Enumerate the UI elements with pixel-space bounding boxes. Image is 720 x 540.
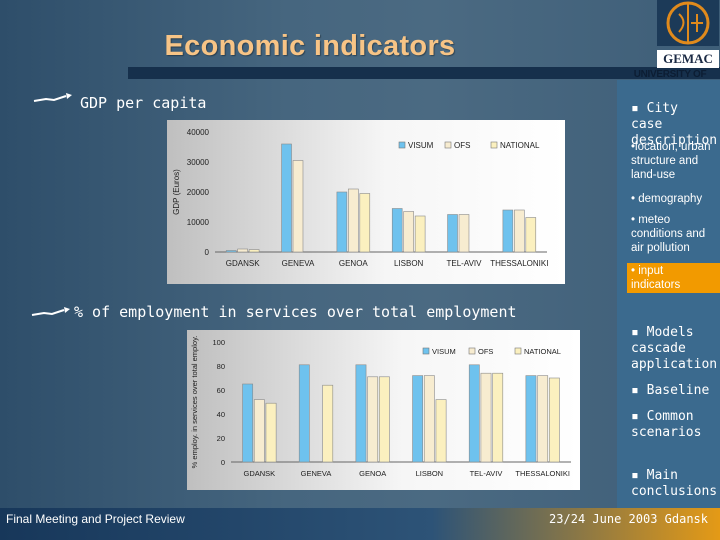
- sidebar-main-conclusions: ▪ Main conclusions: [631, 468, 718, 499]
- section-arrow-icon: [31, 307, 70, 316]
- logo-emblem-icon: [666, 1, 710, 45]
- bar-visum: [468, 364, 480, 463]
- y-tick-label: 60: [217, 386, 225, 395]
- bar-national: [414, 215, 426, 253]
- x-tick-label: TEL-AVIV: [447, 259, 483, 268]
- bar-visum: [412, 375, 424, 463]
- x-tick-label: TEL-AVIV: [470, 469, 503, 478]
- footer-bar: [0, 508, 720, 540]
- y-tick-label: 20000: [187, 188, 210, 197]
- university-logo: [657, 0, 719, 46]
- bar-ofs: [423, 375, 435, 463]
- y-tick-label: 80: [217, 362, 225, 371]
- x-tick-label: GDANSK: [243, 469, 275, 478]
- bar-visum: [298, 364, 310, 463]
- slide-title: Economic indicators: [164, 30, 456, 62]
- legend-swatch: [444, 141, 452, 149]
- bar-visum: [225, 250, 237, 253]
- bar-ofs: [367, 376, 379, 463]
- sidebar-city-case: ▪ City case description: [631, 101, 718, 148]
- sidebar-baseline: ▪ Baseline: [631, 383, 710, 398]
- footer-right-text: 23/24 June 2003 Gdansk: [549, 512, 708, 526]
- bar-ofs: [237, 248, 248, 253]
- bar-visum: [336, 191, 348, 253]
- sidebar-models: ▪ Models cascade application:: [631, 325, 720, 372]
- y-tick-label: 40000: [187, 128, 210, 137]
- bar-ofs: [292, 160, 304, 253]
- bar-national: [248, 249, 260, 253]
- legend-swatch: [422, 347, 430, 355]
- bar-ofs: [348, 188, 359, 253]
- y-tick-label: 0: [221, 458, 225, 467]
- bar-national: [525, 217, 537, 253]
- bar-national: [359, 193, 371, 253]
- bar-visum: [525, 375, 537, 463]
- section-label-gdp: GDP per capita: [80, 94, 207, 112]
- legend-label: OFS: [454, 141, 470, 150]
- bar-national: [492, 372, 504, 463]
- legend-swatch: [490, 141, 498, 149]
- y-tick-label: 30000: [187, 158, 210, 167]
- bar-visum: [391, 208, 403, 253]
- y-tick-label: 20: [217, 434, 225, 443]
- sidebar-highlight: [627, 263, 720, 293]
- x-tick-label: GENEVA: [282, 259, 315, 268]
- bar-ofs: [514, 209, 525, 253]
- legend-label: VISUM: [432, 347, 456, 356]
- sidebar-subitem: •location, urban structure and land-use: [631, 141, 711, 181]
- x-tick-label: LISBON: [416, 469, 444, 478]
- x-tick-label: GENOA: [359, 469, 386, 478]
- bar-national: [548, 377, 560, 463]
- bar-national: [265, 402, 277, 463]
- employment-chart: 0 20 40 60 80 100 % employ. in services over t…: [187, 330, 580, 490]
- sidebar-subitem-highlighted: • input indicators: [631, 265, 681, 291]
- y-axis-label: % employ. in services over total employ.: [190, 336, 199, 469]
- bar-ofs: [253, 399, 265, 463]
- x-tick-label: LISBON: [394, 259, 424, 268]
- legend-swatch: [514, 347, 522, 355]
- y-tick-label: 0: [205, 248, 210, 257]
- x-tick-label: THESSALONIKI: [490, 259, 548, 268]
- bar-national: [435, 399, 447, 463]
- bar-visum: [281, 143, 292, 253]
- sidebar-subitem: • demography: [631, 193, 703, 205]
- bar-visum: [447, 214, 458, 253]
- legend-swatch: [398, 141, 406, 149]
- y-tick-label: 100: [212, 338, 225, 347]
- x-tick-label: GDANSK: [226, 259, 260, 268]
- legend-label: NATIONAL: [524, 347, 561, 356]
- footer-left-text: Final Meeting and Project Review: [6, 512, 185, 526]
- sidebar-subitem: • meteo conditions and air pollution: [631, 214, 706, 254]
- bar-ofs: [403, 211, 414, 253]
- logo-name: GEMAC: [657, 50, 719, 68]
- bar-ofs: [458, 214, 470, 253]
- bar-ofs: [537, 375, 549, 463]
- legend-label: OFS: [478, 347, 493, 356]
- bar-visum: [502, 209, 514, 253]
- bar-visum: [355, 364, 367, 463]
- gdp-chart: 0 10000 20000 30000 40000 GDP (Euros) GDANSK GE…: [167, 120, 565, 284]
- bar-national: [322, 384, 334, 463]
- x-tick-label: THESSALONIKI: [515, 469, 570, 478]
- x-tick-label: GENEVA: [301, 469, 332, 478]
- legend-label: NATIONAL: [500, 141, 540, 150]
- bar-visum: [242, 383, 254, 463]
- y-tick-label: 10000: [187, 218, 210, 227]
- bar-national: [378, 376, 390, 463]
- sidebar-common-scenarios: ▪ Common scenarios: [631, 409, 702, 440]
- section-arrow-icon: [33, 93, 72, 102]
- legend-swatch: [468, 347, 476, 355]
- y-tick-label: 40: [217, 410, 225, 419]
- x-tick-label: GENOA: [339, 259, 369, 268]
- sidebar-panel: [617, 80, 720, 508]
- y-axis-label: GDP (Euros): [172, 169, 181, 215]
- title-underline-bar: [128, 67, 720, 79]
- section-label-employment: % of employment in services over total e…: [74, 303, 517, 321]
- legend-label: VISUM: [408, 141, 434, 150]
- bar-ofs: [480, 372, 492, 463]
